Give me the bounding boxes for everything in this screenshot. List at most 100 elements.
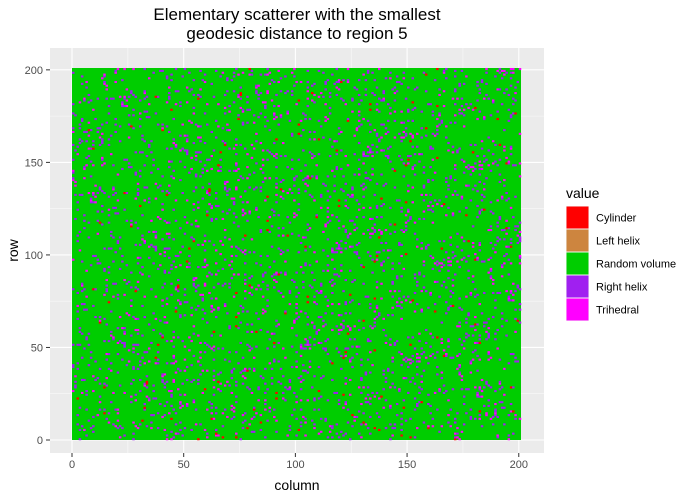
heatmap-cell (78, 142, 82, 145)
heatmap-cell (518, 68, 522, 71)
heatmap-cell (143, 164, 146, 167)
heatmap-cell (485, 330, 488, 333)
heatmap-cell (331, 247, 334, 250)
heatmap-cell (223, 142, 227, 145)
heatmap-cell (143, 382, 146, 385)
heatmap-cell (101, 158, 104, 161)
heatmap-cell (87, 134, 91, 137)
heatmap-cell (235, 432, 238, 435)
heatmap-cell (270, 377, 274, 380)
heatmap-cell (74, 184, 77, 187)
legend-title: value (566, 185, 600, 201)
heatmap-cell (241, 210, 245, 213)
heatmap-cell (165, 190, 169, 193)
heatmap-cell (87, 221, 91, 224)
heatmap-cell (487, 97, 490, 100)
heatmap-cell (518, 236, 522, 239)
heatmap-cell (232, 406, 236, 409)
heatmap-cell (203, 341, 207, 345)
heatmap-cell (333, 251, 336, 254)
heatmap-cell (264, 105, 267, 108)
heatmap-cell (389, 223, 392, 226)
heatmap-cell (427, 393, 430, 396)
heatmap-cell (469, 362, 473, 365)
heatmap-cell (92, 288, 95, 291)
heatmap-cell (194, 423, 198, 426)
heatmap-cell (409, 436, 412, 439)
heatmap-cell (109, 401, 113, 404)
heatmap-cell (391, 306, 394, 309)
heatmap-cell (438, 269, 441, 272)
heatmap-cell (94, 360, 97, 363)
heatmap-cell (103, 340, 106, 343)
heatmap-cell (337, 80, 341, 84)
heatmap-cell (442, 391, 446, 394)
heatmap-cell (252, 114, 256, 117)
heatmap-cell (465, 321, 468, 324)
heatmap-cell (203, 73, 207, 76)
heatmap-cell (295, 401, 298, 404)
heatmap-cell (411, 186, 415, 189)
heatmap-cell (382, 260, 385, 263)
heatmap-cell (505, 162, 508, 165)
heatmap-cell (440, 338, 444, 341)
heatmap-cell (237, 312, 240, 315)
heatmap-cell (141, 273, 144, 276)
heatmap-cell (170, 282, 173, 285)
heatmap-cell (440, 377, 444, 380)
heatmap-cell (210, 412, 213, 415)
heatmap-cell (442, 258, 446, 261)
heatmap-cell (478, 241, 482, 245)
heatmap-cell (333, 267, 336, 270)
heatmap-cell (123, 97, 126, 100)
heatmap-cell (252, 408, 256, 411)
heatmap-cell (130, 90, 133, 93)
heatmap-cell (107, 214, 111, 217)
heatmap-cell (74, 180, 77, 183)
heatmap-cell (393, 386, 397, 389)
heatmap-cell (206, 408, 209, 411)
heatmap-cell (337, 275, 341, 278)
heatmap-cell (311, 386, 314, 389)
heatmap-cell (136, 188, 140, 191)
heatmap-cell (72, 177, 75, 180)
heatmap-cell (257, 216, 260, 219)
heatmap-cell (241, 427, 245, 430)
heatmap-cell (503, 73, 506, 76)
heatmap-cell (393, 290, 397, 293)
heatmap-cell (369, 179, 372, 182)
heatmap-cell (431, 221, 435, 224)
heatmap-cell (172, 336, 175, 339)
heatmap-cell (237, 225, 240, 228)
heatmap-cell (431, 210, 435, 213)
heatmap-cell (206, 321, 209, 324)
heatmap-cell (391, 434, 394, 437)
heatmap-cell (458, 373, 461, 376)
heatmap-cell (351, 219, 354, 222)
heatmap-cell (411, 360, 415, 363)
heatmap-cell (121, 79, 124, 82)
heatmap-cell (161, 375, 164, 378)
heatmap-cell (304, 182, 307, 185)
heatmap-cell (295, 80, 298, 84)
heatmap-cell (505, 290, 508, 293)
heatmap-cell (210, 334, 213, 337)
heatmap-cell (429, 354, 432, 357)
heatmap-cell (255, 312, 258, 315)
heatmap-cell (154, 182, 158, 185)
heatmap-cell (509, 238, 513, 241)
heatmap-cell (407, 190, 410, 193)
heatmap-cell (206, 436, 209, 439)
heatmap-cell (366, 119, 370, 122)
heatmap-cell (121, 341, 124, 345)
heatmap-cell (252, 367, 256, 370)
heatmap-cell (266, 149, 269, 152)
heatmap-cell (311, 419, 314, 422)
heatmap-cell (351, 188, 354, 191)
heatmap-cell (183, 427, 187, 430)
heatmap-cell (237, 95, 240, 98)
heatmap-cell (235, 143, 238, 146)
heatmap-cell (109, 134, 113, 137)
heatmap-cell (141, 356, 144, 359)
heatmap-cell (199, 341, 202, 345)
